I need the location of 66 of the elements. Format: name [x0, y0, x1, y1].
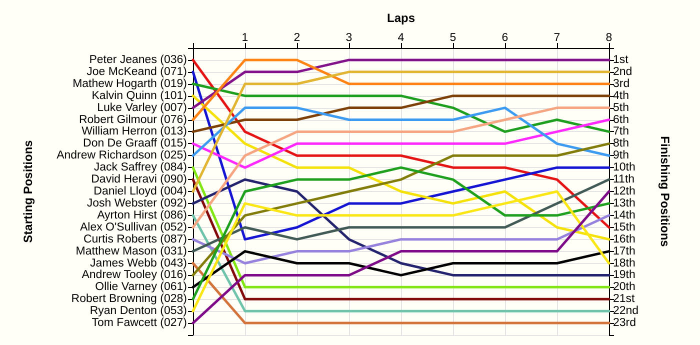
y-tick-label: 17th	[613, 245, 636, 258]
y-tick-label: 3rd	[613, 78, 630, 90]
y-tick-label: 21st	[613, 293, 636, 306]
y-tick-label: 7th	[613, 126, 629, 138]
text: Andrew Tooley (016)	[82, 269, 188, 282]
x-tick-label: 1	[242, 32, 248, 44]
y-tick-label: 6th	[613, 114, 629, 126]
y-tick-label: 5th	[613, 102, 629, 114]
x-tick-label: 6	[502, 32, 508, 44]
text: Josh Webster (092)	[86, 197, 188, 210]
line-series	[192, 106, 610, 157]
text: David Heravi (090)	[91, 174, 188, 186]
y-tick-label: 2nd	[613, 66, 632, 78]
text: Starting Positions	[21, 140, 35, 243]
text: Ollie Varney (061)	[95, 281, 188, 294]
text: Ayrton Hirst (086)	[97, 209, 188, 222]
y-tick-label: 23rd	[613, 317, 636, 330]
text: Mathew Hogarth (019)	[72, 78, 188, 90]
y-tick-label: 9th	[613, 150, 629, 162]
line-series	[192, 214, 610, 264]
text: Kalvin Quinn (101)	[92, 90, 188, 102]
line-series	[192, 94, 610, 133]
text: Matthew Mason (031)	[76, 245, 188, 258]
x-tick-label: 7	[554, 32, 560, 44]
x-tick-label: 4	[398, 32, 405, 44]
text: Robert Browning (028)	[71, 293, 188, 306]
text: William Herron (013)	[82, 126, 188, 138]
x-tick-label: 8	[606, 32, 612, 44]
y-tick-label: 13th	[613, 197, 636, 210]
text: Robert Gilmour (076)	[78, 114, 188, 126]
text: Ryan Denton (053)	[90, 305, 188, 318]
y-axis-title: Finishing Positions	[658, 136, 672, 248]
y-tick-label: 16th	[613, 233, 636, 246]
y-tick-label: 18th	[613, 257, 636, 270]
text: Curtis Roberts (087)	[83, 233, 188, 246]
text: Daniel Lloyd (004)	[94, 186, 188, 198]
y-tick-label: 12th	[613, 186, 636, 198]
y-tick-label: 8th	[613, 138, 629, 150]
x-tick-label: 3	[346, 32, 352, 44]
text: Andrew Richardson (025)	[56, 150, 188, 162]
text: Jack Saffrey (084)	[94, 162, 188, 174]
y-tick-label: 11th	[613, 174, 635, 186]
y-tick-label: 14th	[613, 209, 636, 222]
x-tick-label: 2	[294, 32, 300, 44]
y-tick-label: 10th	[613, 162, 636, 174]
y-tick-label: 22nd	[613, 305, 639, 318]
line-series	[192, 178, 610, 253]
text: Tom Fawcett (027)	[92, 317, 188, 330]
y-tick-label: 4th	[613, 90, 629, 102]
y-tick-label: 19th	[613, 269, 636, 282]
text: Peter Jeanes (036)	[89, 54, 188, 66]
line-series	[192, 82, 610, 133]
line-series	[192, 106, 610, 229]
text: Luke Varley (007)	[97, 102, 188, 114]
text: Don De Graaff (015)	[83, 138, 188, 150]
line-series	[192, 118, 610, 169]
text: Joe McKeand (071)	[86, 66, 188, 78]
x-axis-title: Laps	[386, 11, 416, 25]
text: James Webb (043)	[90, 257, 188, 270]
text: Alex O'Sullivan (052)	[80, 221, 188, 234]
y-tick-label: 15th	[613, 221, 636, 234]
line-series	[192, 142, 610, 276]
line-series	[192, 178, 610, 276]
y-tick-label: 1st	[613, 54, 630, 66]
x-tick-label: 5	[450, 32, 456, 44]
y-tick-label: 20th	[613, 281, 636, 294]
